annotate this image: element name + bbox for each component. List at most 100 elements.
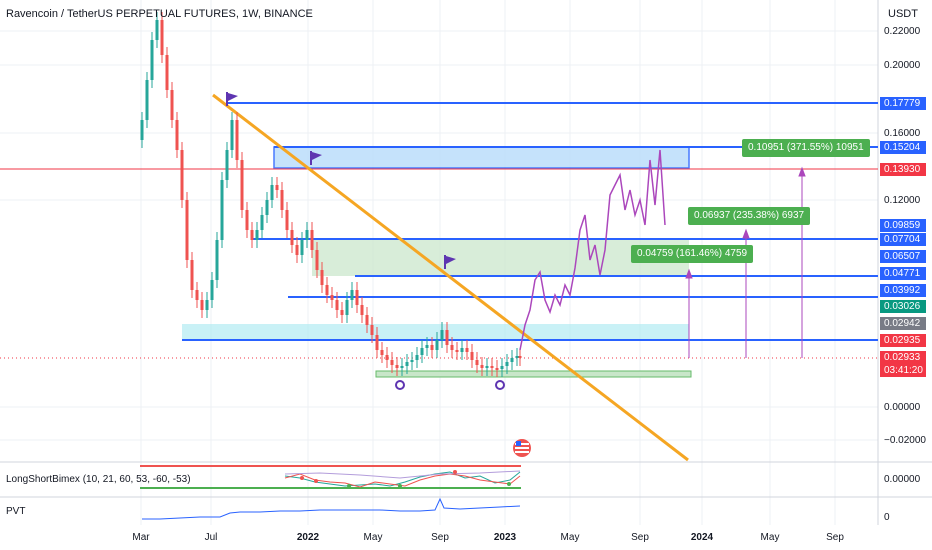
candle-body [420, 348, 424, 355]
measure-label: 0.06937 (235.38%) 6937 [688, 207, 811, 225]
indicator-label[interactable]: PVT [6, 506, 26, 517]
candle-body [385, 355, 389, 360]
candle-body [480, 365, 484, 368]
candle-body [195, 290, 199, 300]
candle-body [215, 240, 219, 280]
cycle-icon [395, 380, 506, 390]
candle-body [315, 250, 319, 270]
candle-body [240, 160, 244, 210]
candle-body [205, 300, 209, 310]
candle-body [175, 120, 179, 150]
x-tick: Sep [826, 532, 844, 543]
y-tick: 0.22000 [884, 26, 921, 37]
indicator-label[interactable]: LongShortBimex (10, 21, 60, 53, -60, -53… [6, 474, 191, 485]
candle-body [155, 20, 159, 40]
indicator-axis: 0.00000 [884, 474, 921, 485]
candle-body [265, 200, 269, 215]
candle-body [345, 300, 349, 315]
candle-body [280, 190, 284, 210]
candle-body [290, 230, 294, 245]
candle-body [275, 185, 279, 190]
candle-body [210, 280, 214, 300]
candle-body [285, 210, 289, 230]
x-tick: May [363, 532, 383, 543]
candle-body [220, 180, 224, 240]
candle-body [225, 150, 229, 180]
price-badge: 0.02942 [880, 317, 926, 330]
measure-label: 0.04759 (161.46%) 4759 [631, 245, 754, 263]
price-badge: 0.03026 [880, 300, 926, 313]
candle-body [440, 330, 444, 340]
candle-body [395, 365, 399, 368]
candles [140, 12, 522, 377]
price-badge: 0.15204 [880, 141, 926, 154]
candle-body [295, 245, 299, 255]
x-tick: Sep [431, 532, 449, 543]
demand-zone-lower [182, 324, 689, 341]
candle-body [505, 362, 509, 366]
x-tick: Sep [631, 532, 649, 543]
trend-line [212, 93, 689, 462]
x-tick: May [760, 532, 780, 543]
price-badge: 0.17779 [880, 97, 926, 110]
candle-body [330, 295, 334, 300]
y-tick: 0.16000 [884, 128, 921, 139]
x-tick: May [560, 532, 580, 543]
candle-body [495, 368, 499, 370]
x-tick: 2023 [493, 532, 517, 543]
candle-body [305, 230, 309, 240]
price-badge: 0.09859 [880, 219, 926, 232]
candle-body [515, 356, 519, 358]
candle-body [425, 345, 429, 348]
candle-body [335, 300, 339, 310]
y-tick: 0.20000 [884, 60, 921, 71]
base-zone [375, 370, 692, 378]
candle-body [490, 366, 494, 368]
chart-title: Ravencoin / TetherUS PERPETUAL FUTURES, … [6, 8, 313, 20]
y-tick: −0.02000 [884, 435, 926, 446]
candle-body [140, 120, 144, 140]
candle-body [170, 90, 174, 120]
candle-body [235, 120, 239, 160]
flag-badge-icon [513, 439, 531, 457]
measure-label: 0.10951 (371.55%) 10951 [742, 139, 870, 157]
pvt-line [142, 497, 521, 520]
currency-label: USDT [888, 8, 918, 20]
candle-body [250, 230, 254, 240]
candle-body [165, 55, 169, 90]
candle-body [400, 366, 404, 368]
candle-body [360, 305, 364, 315]
price-badge: 0.07704 [880, 233, 926, 246]
candle-body [320, 270, 324, 285]
y-tick: 0.12000 [884, 195, 921, 206]
x-tick: 2022 [296, 532, 320, 543]
candle-body [445, 330, 449, 345]
price-badge: 0.06507 [880, 250, 926, 263]
candle-body [355, 290, 359, 305]
y-tick: 0.00000 [884, 402, 921, 413]
candle-body [475, 360, 479, 365]
candle-body [375, 335, 379, 350]
indicator-axis: 0 [884, 512, 890, 523]
candle-body [465, 348, 469, 352]
price-badge: 0.02935 [880, 334, 926, 347]
price-badge: 0.04771 [880, 267, 926, 280]
candle-body [160, 20, 164, 55]
candle-body [350, 290, 354, 300]
candle-body [430, 345, 434, 350]
candle-body [518, 356, 522, 358]
x-tick: 2024 [690, 532, 714, 543]
candle-body [325, 285, 329, 295]
demand-zone-upper [312, 239, 689, 276]
candle-body [270, 185, 274, 200]
projection-path [519, 149, 666, 351]
candle-body [245, 210, 249, 230]
x-tick: Mar [132, 532, 150, 543]
supply-zone [273, 146, 690, 169]
candle-body [405, 362, 409, 366]
candle-body [435, 340, 439, 350]
candle-body [390, 360, 394, 365]
candle-body [145, 80, 149, 120]
candle-body [310, 230, 314, 250]
